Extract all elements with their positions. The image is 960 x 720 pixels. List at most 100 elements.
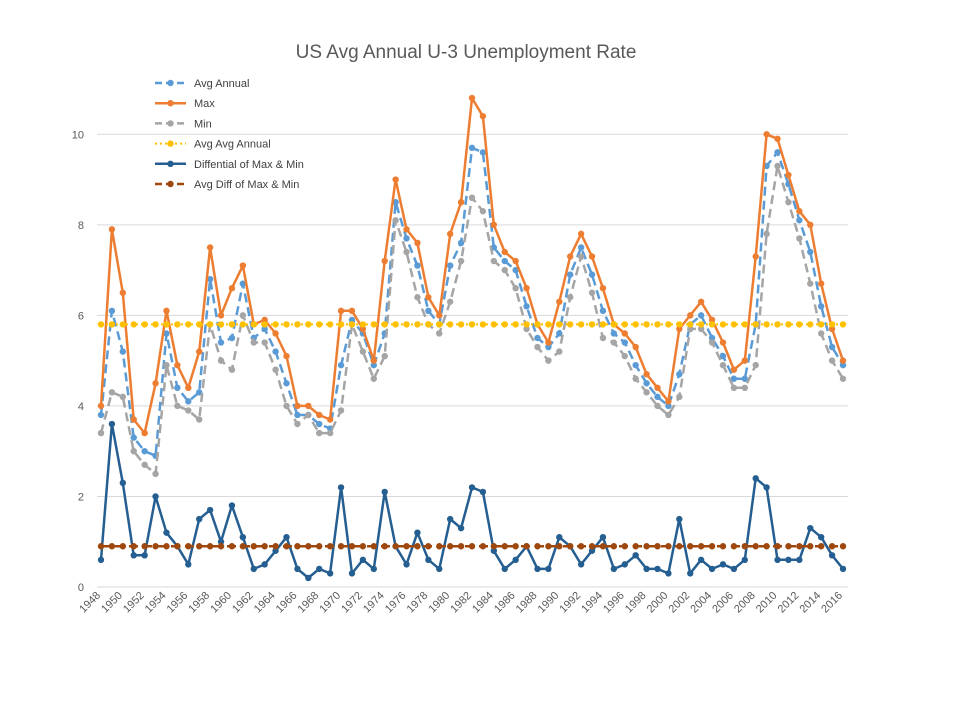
data-point xyxy=(730,565,738,573)
data-point xyxy=(239,262,247,269)
data-point xyxy=(326,429,334,437)
data-point xyxy=(621,352,628,360)
data-point xyxy=(163,529,170,536)
data-point xyxy=(665,321,672,328)
x-tick-label: 1982 xyxy=(448,590,474,616)
data-point xyxy=(196,515,203,523)
data-point xyxy=(676,321,683,328)
data-point xyxy=(828,343,836,351)
data-point xyxy=(239,280,247,287)
y-tick-label: 2 xyxy=(78,491,84,503)
data-point xyxy=(228,366,236,373)
x-tick-label: 1966 xyxy=(274,590,300,616)
data-point xyxy=(272,366,279,373)
data-point xyxy=(152,543,159,550)
data-point xyxy=(272,330,279,337)
data-point xyxy=(479,112,487,120)
data-point xyxy=(785,556,792,564)
data-point xyxy=(228,334,236,342)
data-point xyxy=(119,321,127,328)
data-point xyxy=(174,321,181,328)
data-point xyxy=(490,257,498,265)
data-point xyxy=(490,547,498,554)
data-point xyxy=(196,416,203,423)
x-tick-label: 2008 xyxy=(732,590,758,616)
data-point xyxy=(152,493,159,500)
data-point xyxy=(130,543,137,550)
data-point xyxy=(687,543,694,550)
data-point xyxy=(130,434,137,441)
data-point xyxy=(337,543,345,550)
chart-title: US Avg Annual U-3 Unemployment Rate xyxy=(296,42,637,63)
data-point xyxy=(479,543,487,550)
data-point xyxy=(97,411,105,419)
data-point xyxy=(119,479,127,487)
data-point xyxy=(796,235,803,242)
data-point xyxy=(796,217,803,224)
data-point xyxy=(163,321,170,328)
data-point xyxy=(577,230,585,238)
data-point xyxy=(512,543,519,550)
data-point xyxy=(381,488,388,496)
data-point xyxy=(621,543,628,550)
data-point xyxy=(523,303,530,310)
data-point xyxy=(294,402,301,410)
data-point xyxy=(217,339,225,346)
data-point xyxy=(643,321,650,328)
series-diffential-of-max-min xyxy=(97,420,847,582)
data-point xyxy=(577,543,585,550)
data-point xyxy=(697,312,705,319)
data-point xyxy=(577,244,585,251)
data-point xyxy=(588,543,596,550)
data-point xyxy=(501,248,508,256)
data-point xyxy=(130,447,137,455)
data-point xyxy=(250,321,257,328)
data-point xyxy=(697,321,705,328)
data-point xyxy=(316,411,323,419)
y-tick-label: 4 xyxy=(78,401,84,413)
data-point xyxy=(763,131,770,138)
data-point xyxy=(141,543,148,550)
data-point xyxy=(272,547,279,554)
data-point xyxy=(828,357,836,364)
x-tick-label: 2000 xyxy=(645,590,671,616)
data-point xyxy=(283,321,290,328)
data-point xyxy=(523,285,530,292)
data-point xyxy=(567,543,574,550)
data-point xyxy=(599,534,607,541)
data-point xyxy=(403,321,410,328)
data-point xyxy=(261,321,268,328)
data-point xyxy=(577,321,585,328)
data-point xyxy=(174,384,181,391)
data-point xyxy=(697,556,705,564)
data-point xyxy=(741,375,748,382)
x-tick-label: 1984 xyxy=(470,590,496,616)
data-point xyxy=(141,429,148,437)
data-point xyxy=(588,289,596,296)
data-point xyxy=(785,543,792,550)
data-point xyxy=(545,357,552,364)
data-point xyxy=(152,470,159,478)
data-point xyxy=(807,543,814,550)
data-point xyxy=(807,321,814,328)
data-point xyxy=(665,402,672,410)
data-point xyxy=(621,561,628,568)
data-point xyxy=(305,321,312,328)
series-line xyxy=(99,422,844,580)
data-point xyxy=(730,384,738,391)
data-point xyxy=(817,330,825,337)
x-tick-label: 1968 xyxy=(296,590,322,616)
legend-marker xyxy=(167,79,174,87)
data-point xyxy=(130,321,137,328)
data-point xyxy=(294,321,301,328)
data-point xyxy=(446,515,454,523)
legend-marker xyxy=(167,100,174,107)
data-point xyxy=(217,543,225,550)
data-point xyxy=(796,321,803,328)
data-point xyxy=(446,298,454,305)
data-point xyxy=(817,303,825,310)
data-point xyxy=(807,524,814,532)
x-tick-label: 2010 xyxy=(754,590,780,616)
data-point xyxy=(228,285,236,292)
x-tick-label: 1980 xyxy=(426,590,452,616)
